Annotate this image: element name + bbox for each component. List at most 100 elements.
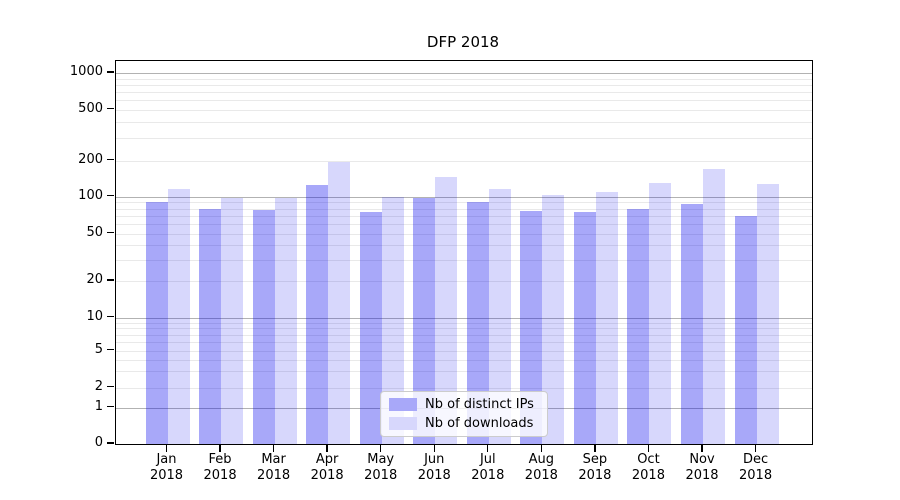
major-gridline <box>116 73 812 74</box>
bar-downloads <box>488 189 511 444</box>
y-tick-label: 1 <box>94 398 103 414</box>
y-tick-mark <box>107 195 114 197</box>
x-tick-mark <box>219 444 221 452</box>
y-tick-label: 5 <box>94 341 103 357</box>
bar-distinct-ips <box>252 209 275 444</box>
bar-distinct-ips <box>359 211 382 444</box>
minor-gridline <box>116 137 812 139</box>
bar-downloads <box>649 182 672 444</box>
major-gridline <box>116 317 812 319</box>
legend-item: Nb of distinct IPs <box>389 397 539 412</box>
bar-downloads <box>595 191 618 444</box>
minor-gridline <box>116 202 812 204</box>
minor-gridline <box>116 359 812 361</box>
y-tick-label: 0 <box>94 435 103 450</box>
minor-gridline <box>116 233 812 235</box>
minor-gridline <box>116 99 812 101</box>
minor-gridline <box>116 215 812 217</box>
x-tick-label: Jan 2018 <box>149 452 184 483</box>
downloads-swatch <box>389 417 417 430</box>
x-tick-label: Aug 2018 <box>524 452 558 483</box>
plot-area: Nb of distinct IPs Nb of downloads <box>115 60 813 445</box>
minor-gridline <box>116 328 812 330</box>
minor-gridline <box>116 281 812 282</box>
y-tick-mark <box>107 158 114 161</box>
bar-downloads <box>435 177 458 444</box>
x-tick-label: Jun 2018 <box>417 452 451 483</box>
y-tick-label: 10 <box>86 308 103 324</box>
x-tick-mark <box>701 444 703 452</box>
x-tick-label: Jul 2018 <box>471 452 505 483</box>
legend-label: Nb of distinct IPs <box>425 397 534 412</box>
minor-gridline <box>116 223 812 225</box>
y-tick-label: 500 <box>78 100 103 116</box>
bar-distinct-ips <box>520 211 543 444</box>
bar-distinct-ips <box>199 208 222 444</box>
y-tick-mark <box>107 107 114 110</box>
minor-gridline <box>116 350 812 352</box>
bar-distinct-ips <box>627 208 650 444</box>
bar-distinct-ips <box>466 201 489 444</box>
bar-downloads <box>221 198 244 444</box>
bar-downloads <box>274 197 297 444</box>
x-tick-mark <box>647 444 650 452</box>
bar-downloads <box>381 196 404 444</box>
x-tick-mark <box>165 444 168 452</box>
y-tick-mark <box>107 348 114 351</box>
minor-gridline <box>116 78 812 80</box>
x-tick-label: Apr 2018 <box>310 452 344 483</box>
y-tick-label: 1000 <box>69 64 103 79</box>
minor-gridline <box>116 121 812 123</box>
bar-distinct-ips <box>145 202 168 444</box>
minor-gridline <box>116 160 812 162</box>
bar-distinct-ips <box>573 211 596 444</box>
x-tick-mark <box>272 444 275 452</box>
x-tick-mark <box>540 444 543 452</box>
bar-downloads <box>756 183 779 444</box>
x-tick-label: May 2018 <box>364 452 398 483</box>
x-tick-mark <box>380 444 382 452</box>
y-tick-mark <box>107 406 114 408</box>
legend: Nb of distinct IPs Nb of downloads <box>380 391 548 437</box>
y-tick-label: 100 <box>78 187 103 203</box>
y-tick-mark <box>107 279 114 281</box>
x-tick-label: Dec 2018 <box>739 452 773 483</box>
x-tick-mark <box>326 444 328 452</box>
y-tick-label: 50 <box>86 224 103 240</box>
x-tick-mark <box>433 444 435 452</box>
bar-downloads <box>542 195 565 444</box>
bar-distinct-ips <box>681 204 703 444</box>
minor-gridline <box>116 387 812 389</box>
bar-distinct-ips <box>306 185 329 444</box>
minor-gridline <box>116 334 812 336</box>
y-tick-mark <box>107 316 114 318</box>
y-tick-label: 2 <box>94 378 103 394</box>
y-tick-label: 20 <box>86 272 103 287</box>
minor-gridline <box>116 259 812 261</box>
minor-gridline <box>116 371 812 373</box>
x-tick-mark <box>754 444 757 452</box>
x-tick-label: Sep 2018 <box>578 452 612 483</box>
minor-gridline <box>116 245 812 247</box>
minor-gridline <box>116 322 812 324</box>
legend-label: Nb of downloads <box>425 416 534 431</box>
y-tick-mark <box>107 71 114 73</box>
x-tick-mark <box>487 444 489 452</box>
y-tick-label: 200 <box>78 151 103 167</box>
x-tick-label: Oct 2018 <box>631 452 665 483</box>
legend-item: Nb of downloads <box>389 416 539 431</box>
y-tick-mark <box>107 442 114 444</box>
bar-distinct-ips <box>413 197 436 444</box>
minor-gridline <box>116 91 812 93</box>
minor-gridline <box>116 341 812 343</box>
x-tick-label: Feb 2018 <box>203 452 237 483</box>
chart-title: DFP 2018 <box>426 33 500 51</box>
bar-downloads <box>328 161 351 444</box>
distinct-ips-swatch <box>389 398 417 411</box>
y-tick-mark <box>107 231 114 234</box>
x-tick-label: Mar 2018 <box>257 452 291 483</box>
minor-gridline <box>116 84 812 86</box>
minor-gridline <box>116 208 812 210</box>
bar-distinct-ips <box>734 215 757 444</box>
